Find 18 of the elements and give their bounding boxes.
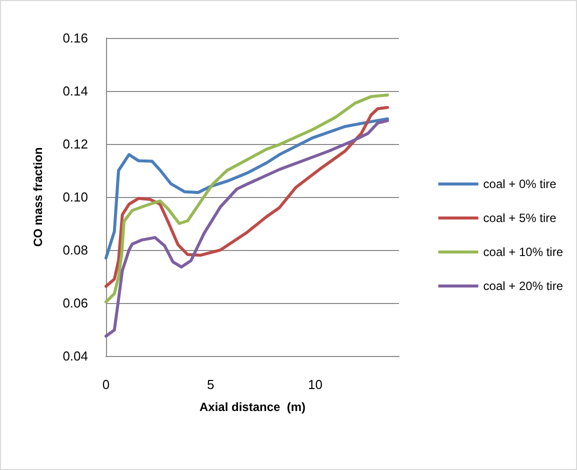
- y-tick-label: 0.08: [62, 242, 88, 258]
- y-axis-title: CO mass fraction: [31, 147, 45, 247]
- legend-label: coal + 10% tire: [483, 245, 564, 259]
- legend-label: coal + 5% tire: [483, 211, 557, 225]
- x-tick-label: 0: [102, 377, 110, 392]
- x-axis-title: Axial distance (m): [199, 400, 306, 414]
- y-tick-label: 0.12: [62, 136, 88, 152]
- y-tick-label: 0.06: [62, 296, 88, 310]
- x-tick-label: 5: [207, 377, 214, 392]
- x-tick-label: 10: [308, 377, 323, 392]
- line-series: [104, 117, 389, 260]
- y-tick-label: 0.10: [62, 190, 88, 204]
- y-tick-label: 0.04: [62, 348, 88, 364]
- legend-label: coal + 20% tire: [483, 279, 564, 293]
- line-series: [104, 119, 389, 338]
- legend-label: coal + 0% tire: [483, 177, 557, 191]
- y-tick-label: 0.14: [62, 84, 88, 98]
- y-tick-label: 0.16: [62, 30, 88, 46]
